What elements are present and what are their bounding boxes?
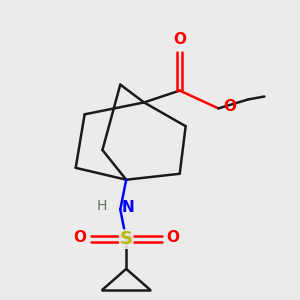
- Text: O: O: [223, 99, 236, 114]
- Text: O: O: [173, 32, 186, 47]
- Text: S: S: [120, 230, 133, 248]
- Text: N: N: [122, 200, 134, 215]
- Text: O: O: [166, 230, 179, 245]
- Text: H: H: [97, 200, 107, 214]
- Text: O: O: [73, 230, 86, 245]
